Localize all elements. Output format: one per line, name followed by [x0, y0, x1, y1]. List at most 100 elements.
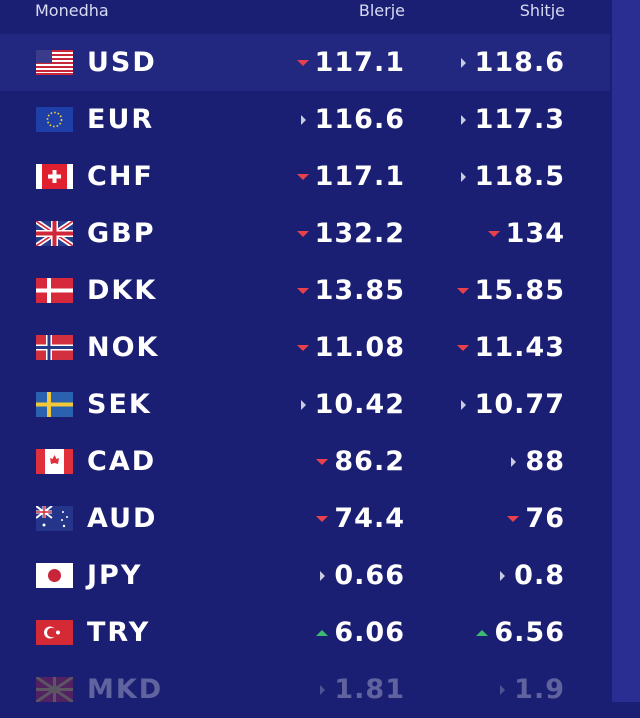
buy-rate-cell: 86.2	[316, 433, 405, 490]
sell-rate: 118.5	[474, 161, 565, 192]
buy-rate-cell: 6.06	[316, 604, 405, 661]
sell-rate: 11.43	[474, 332, 565, 363]
rate-row: CAD 86.2 88	[0, 433, 610, 490]
buy-rate: 132.2	[314, 218, 405, 249]
trend-flat	[460, 399, 466, 410]
currency-code: EUR	[87, 104, 155, 135]
trend-flat	[460, 57, 466, 68]
flag-icon	[36, 107, 73, 132]
buy-rate-cell: 1.81	[320, 661, 405, 718]
buy-rate-cell: 117.1	[296, 34, 405, 91]
flag-icon	[36, 506, 73, 531]
sell-rate-cell: 6.56	[476, 604, 565, 661]
rate-row: EUR 116.6 117.3	[0, 91, 610, 148]
flag-icon	[36, 50, 73, 75]
header-currency: Monedha	[35, 1, 109, 20]
currency-code: MKD	[87, 674, 164, 705]
sell-rate: 10.77	[474, 389, 565, 420]
buy-rate: 6.06	[334, 617, 405, 648]
trend-flat	[500, 684, 506, 695]
buy-rate-cell: 13.85	[296, 262, 405, 319]
sell-rate-cell: 0.8	[500, 547, 565, 604]
trend-down	[507, 515, 520, 522]
header-sell: Shitje	[519, 1, 565, 20]
buy-rate-cell: 0.66	[320, 547, 405, 604]
buy-rate-cell: 117.1	[296, 148, 405, 205]
trend-flat	[460, 114, 466, 125]
rate-row: CHF 117.1 118.5	[0, 148, 610, 205]
buy-rate-cell: 116.6	[300, 91, 405, 148]
currency-code: GBP	[87, 218, 156, 249]
trend-flat	[320, 684, 326, 695]
sell-rate-cell: 117.3	[460, 91, 565, 148]
trend-down	[456, 344, 469, 351]
currency-code: AUD	[87, 503, 158, 534]
rate-row: AUD 74.4 76	[0, 490, 610, 547]
trend-down	[487, 230, 500, 237]
rate-row: GBP 132.2 134	[0, 205, 610, 262]
flag-icon	[36, 335, 73, 360]
rate-row: JPY 0.66 0.8	[0, 547, 610, 604]
flag-icon	[36, 392, 73, 417]
trend-down	[316, 515, 329, 522]
flag-icon	[36, 278, 73, 303]
trend-flat	[511, 456, 517, 467]
buy-rate-cell: 132.2	[296, 205, 405, 262]
buy-rate: 13.85	[314, 275, 405, 306]
trend-up	[316, 629, 329, 636]
currency-code: SEK	[87, 389, 152, 420]
buy-rate: 117.1	[314, 47, 405, 78]
buy-rate: 116.6	[314, 104, 405, 135]
buy-rate: 86.2	[334, 446, 405, 477]
sell-rate-cell: 1.9	[500, 661, 565, 718]
rate-row: TRY 6.06 6.56	[0, 604, 610, 661]
currency-code: DKK	[87, 275, 158, 306]
sell-rate-cell: 88	[511, 433, 565, 490]
sell-rate-cell: 118.6	[460, 34, 565, 91]
buy-rate-cell: 74.4	[316, 490, 405, 547]
buy-rate-cell: 11.08	[296, 319, 405, 376]
rate-row: SEK 10.42 10.77	[0, 376, 610, 433]
header-buy: Blerje	[358, 1, 405, 20]
currency-code: CHF	[87, 161, 154, 192]
trend-flat	[320, 570, 326, 581]
trend-up	[476, 629, 489, 636]
buy-rate: 0.66	[334, 560, 405, 591]
sell-rate-cell: 118.5	[460, 148, 565, 205]
sell-rate-cell: 10.77	[460, 376, 565, 433]
buy-rate: 11.08	[314, 332, 405, 363]
buy-rate: 117.1	[314, 161, 405, 192]
trend-down	[296, 230, 309, 237]
buy-rate: 10.42	[314, 389, 405, 420]
flag-icon	[36, 563, 73, 588]
side-strip	[612, 0, 640, 702]
sell-rate: 88	[525, 446, 565, 477]
trend-flat	[500, 570, 506, 581]
sell-rate: 1.9	[514, 674, 565, 705]
flag-icon	[36, 164, 73, 189]
sell-rate: 76	[525, 503, 565, 534]
sell-rate: 118.6	[474, 47, 565, 78]
rate-row: NOK 11.08 11.43	[0, 319, 610, 376]
currency-code: NOK	[87, 332, 160, 363]
rate-row: USD 117.1 118.6	[0, 34, 610, 91]
trend-down	[316, 458, 329, 465]
sell-rate: 6.56	[494, 617, 565, 648]
trend-flat	[300, 399, 306, 410]
flag-icon	[36, 449, 73, 474]
sell-rate: 0.8	[514, 560, 565, 591]
trend-down	[296, 59, 309, 66]
trend-flat	[460, 171, 466, 182]
sell-rate-cell: 15.85	[456, 262, 565, 319]
sell-rate: 15.85	[474, 275, 565, 306]
trend-down	[456, 287, 469, 294]
currency-code: CAD	[87, 446, 157, 477]
buy-rate-cell: 10.42	[300, 376, 405, 433]
trend-down	[296, 287, 309, 294]
sell-rate: 117.3	[474, 104, 565, 135]
currency-code: JPY	[87, 560, 143, 591]
currency-code: USD	[87, 47, 157, 78]
buy-rate: 74.4	[334, 503, 405, 534]
sell-rate-cell: 134	[487, 205, 565, 262]
